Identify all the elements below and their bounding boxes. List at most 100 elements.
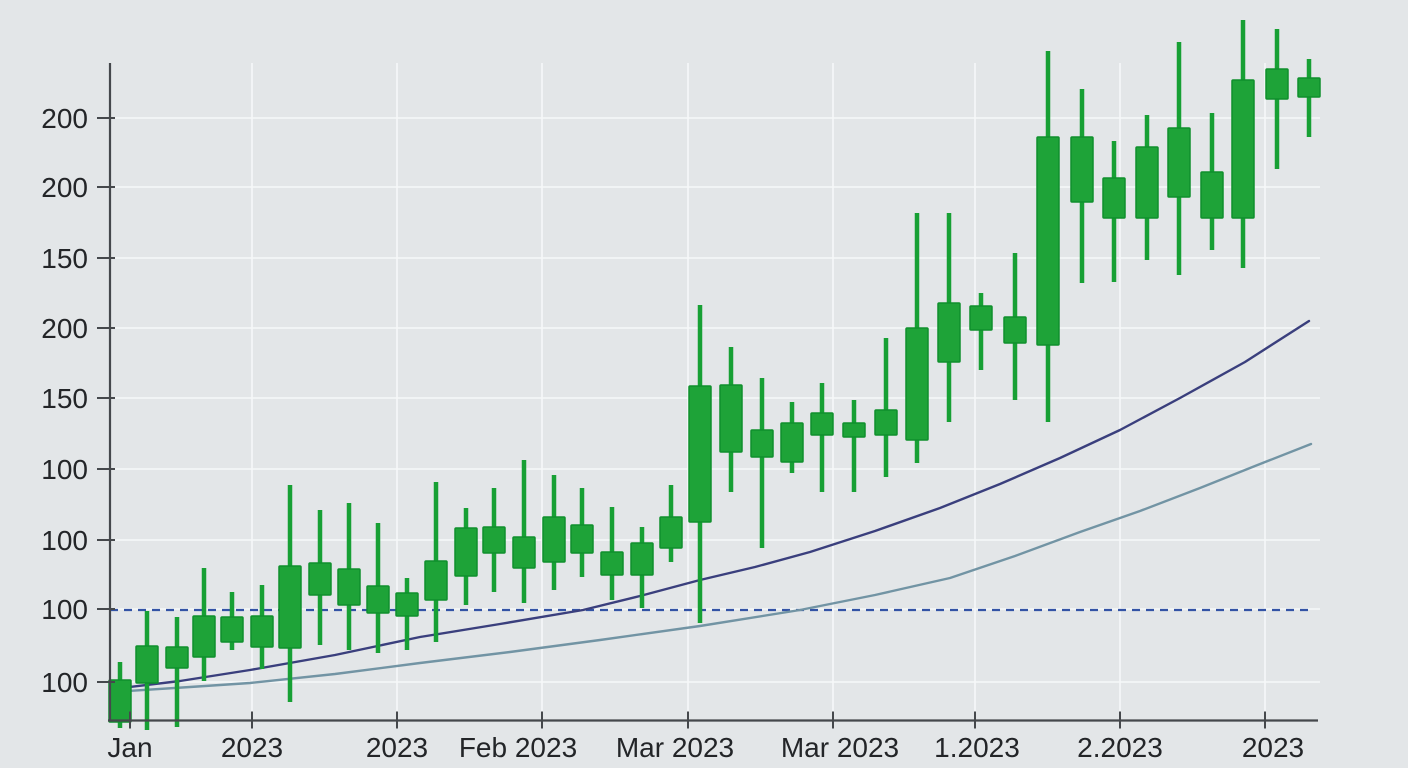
candle-body xyxy=(424,560,448,601)
candlestick xyxy=(600,507,624,600)
overlay-curves xyxy=(111,319,1313,694)
candlestick xyxy=(337,503,361,650)
candlestick xyxy=(905,213,929,463)
candle-body xyxy=(1070,136,1094,203)
candlestick xyxy=(842,400,866,492)
candle-body xyxy=(454,527,478,577)
candlestick xyxy=(542,475,566,590)
x-tick-label: 2023 xyxy=(1242,732,1304,763)
candle-body xyxy=(366,585,390,614)
candlestick xyxy=(512,460,536,603)
candlestick xyxy=(1135,115,1159,260)
candlestick xyxy=(1200,113,1224,250)
x-tick-label: Jan xyxy=(107,732,152,763)
candle-body xyxy=(220,616,244,643)
candlestick xyxy=(424,482,448,642)
candlestick xyxy=(395,578,419,650)
candle-body xyxy=(250,615,274,648)
y-tick-label: 100 xyxy=(41,525,88,556)
candlestick xyxy=(719,347,743,492)
candle-body xyxy=(278,565,302,649)
candlestick xyxy=(1297,59,1321,137)
x-tick-label: Mar 2023 xyxy=(616,732,734,763)
candlestick xyxy=(482,488,506,592)
candlestick xyxy=(630,527,654,608)
candlestick xyxy=(1167,42,1191,275)
candle-body xyxy=(570,524,594,554)
candlestick xyxy=(750,378,774,548)
candle-body xyxy=(600,551,624,576)
y-tick-label: 100 xyxy=(41,454,88,485)
y-tick-label: 150 xyxy=(41,243,88,274)
candle-body xyxy=(659,516,683,549)
y-tick-label: 200 xyxy=(41,103,88,134)
candlestick xyxy=(570,488,594,577)
candle-body xyxy=(1003,316,1027,344)
y-tick-label: 100 xyxy=(41,667,88,698)
candle-body xyxy=(719,384,743,453)
candlestick xyxy=(135,611,159,730)
candle-body xyxy=(874,409,898,436)
candle-body xyxy=(969,305,993,331)
candlestick xyxy=(1003,253,1027,400)
candlestick xyxy=(810,383,834,492)
candle-body xyxy=(630,542,654,576)
x-tick-label: Mar 2023 xyxy=(781,732,899,763)
candle-body xyxy=(337,568,361,606)
candlestick xyxy=(1231,20,1255,268)
candlestick xyxy=(780,402,804,473)
candle-body xyxy=(1297,77,1321,98)
candlestick xyxy=(1070,89,1094,283)
candle-body xyxy=(1265,68,1289,100)
candle-body xyxy=(542,516,566,563)
candle-body xyxy=(1231,79,1255,219)
ma-dark-curve xyxy=(111,319,1311,691)
y-tick-label: 200 xyxy=(41,172,88,203)
candle-body xyxy=(135,645,159,684)
candle-body xyxy=(512,536,536,569)
candlestick xyxy=(874,338,898,477)
candle-body xyxy=(810,412,834,436)
candles xyxy=(108,20,1321,730)
candlestick xyxy=(192,568,216,681)
y-tick-label: 100 xyxy=(41,594,88,625)
candle-body xyxy=(482,526,506,554)
candlestick xyxy=(937,213,961,422)
candle-body xyxy=(108,679,132,723)
x-tick-label: 2.2023 xyxy=(1077,732,1163,763)
candlestick xyxy=(454,508,478,605)
candlestick xyxy=(1036,51,1060,422)
candle-body xyxy=(192,615,216,658)
candle-body xyxy=(1102,177,1126,219)
candle-body xyxy=(750,429,774,458)
candlestick xyxy=(688,305,712,623)
candle-body xyxy=(395,592,419,617)
candle-body xyxy=(842,422,866,438)
candle-body xyxy=(165,646,189,669)
y-tick-label: 200 xyxy=(41,313,88,344)
candlestick xyxy=(220,592,244,650)
candlestick xyxy=(165,617,189,727)
candlestick xyxy=(308,510,332,645)
candlestick xyxy=(108,662,132,728)
candle-body xyxy=(1200,171,1224,219)
candle-body xyxy=(688,385,712,523)
candle-body xyxy=(308,562,332,596)
x-tick-label: 1.2023 xyxy=(934,732,1020,763)
candle-body xyxy=(1167,127,1191,198)
candlestick xyxy=(1102,141,1126,282)
x-tick-label: 2023 xyxy=(221,732,283,763)
x-tick-label: 2023 xyxy=(366,732,428,763)
candlestick xyxy=(1265,29,1289,169)
candlestick xyxy=(969,293,993,370)
candle-body xyxy=(1036,136,1060,346)
ma-light-curve xyxy=(111,442,1313,694)
candle-body xyxy=(780,422,804,463)
tick-labels: 200 200 150 200 150 100 100 100 100 Jan 2023 2023 Fe… xyxy=(41,103,1304,763)
candlestick xyxy=(366,523,390,653)
candle-body xyxy=(905,327,929,441)
candlestick xyxy=(659,485,683,562)
candle-body xyxy=(1135,146,1159,219)
